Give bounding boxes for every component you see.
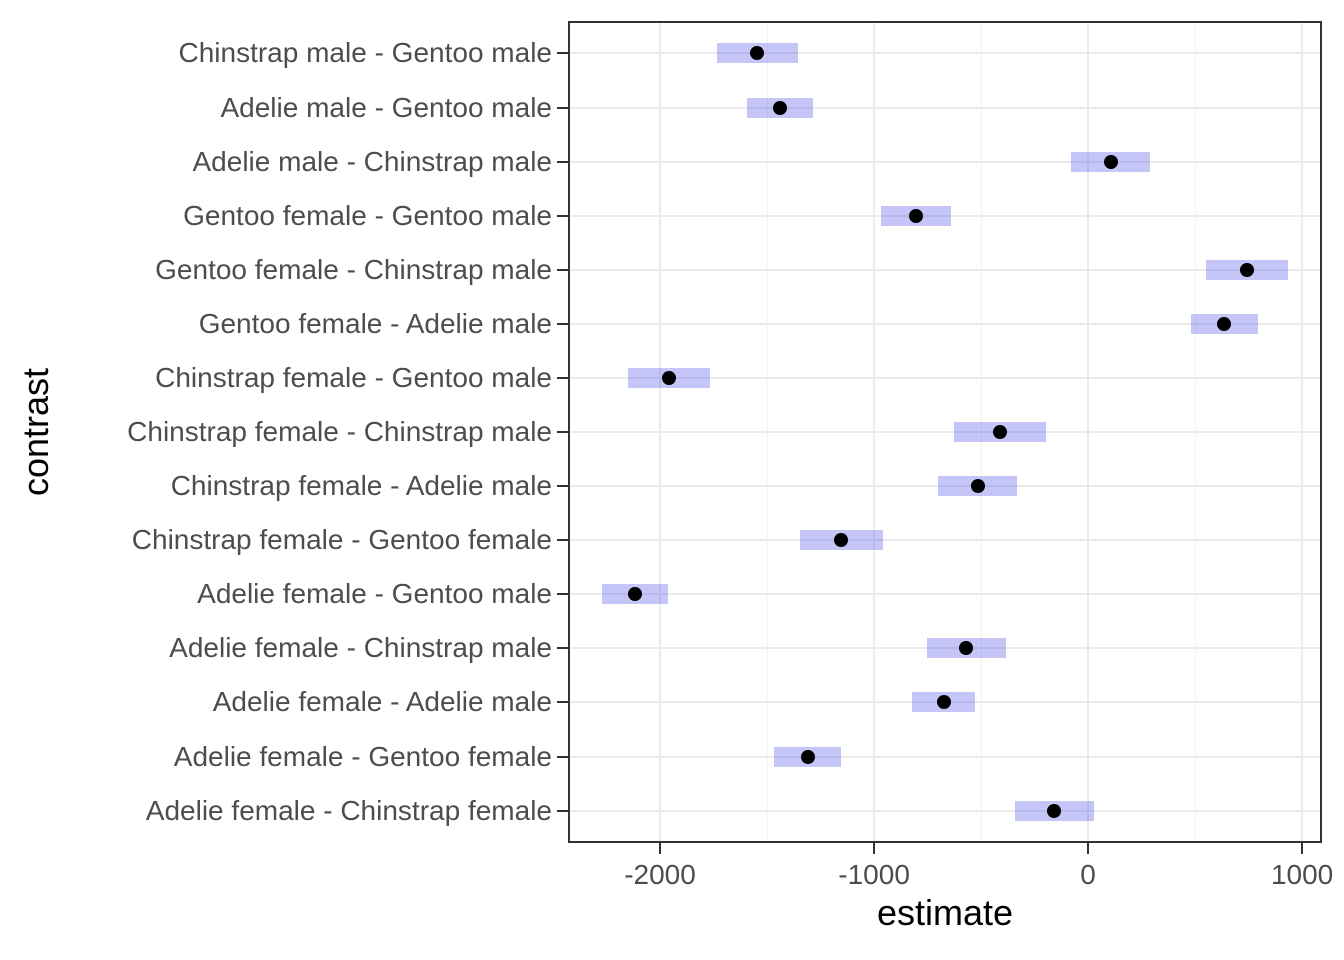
grid-major-y — [568, 160, 1322, 163]
point-estimate — [834, 533, 849, 548]
x-tick-label: 1000 — [1270, 859, 1334, 890]
y-tick-label: Chinstrap female - Adelie male — [170, 470, 552, 502]
grid-major-y — [568, 376, 1322, 379]
grid-major-y — [568, 755, 1322, 758]
point-estimate — [800, 749, 815, 764]
y-tick-label: Adelie female - Adelie male — [212, 686, 552, 718]
y-tick-label: Gentoo female - Gentoo male — [183, 199, 552, 231]
y-tick-mark — [557, 755, 568, 758]
point-estimate — [1239, 262, 1254, 277]
y-tick-mark — [557, 647, 568, 650]
y-tick-label: Gentoo female - Chinstrap male — [155, 253, 552, 285]
y-tick-label: Adelie female - Gentoo male — [197, 578, 552, 610]
grid-major-y — [568, 431, 1322, 433]
grid-major-x — [1301, 21, 1304, 843]
point-estimate — [1217, 316, 1232, 331]
grid-major-x — [1087, 21, 1090, 843]
y-tick-label: Chinstrap female - Chinstrap male — [127, 416, 552, 447]
grid-major-y — [568, 106, 1322, 109]
y-tick-label: Chinstrap male - Gentoo male — [178, 37, 552, 69]
y-tick-label: Chinstrap female - Gentoo female — [131, 524, 552, 556]
y-tick-mark — [557, 214, 568, 217]
y-tick-mark — [557, 431, 568, 433]
grid-major-y — [568, 268, 1322, 271]
point-estimate — [628, 587, 643, 602]
y-tick-label: Adelie female - Chinstrap female — [145, 794, 552, 826]
point-estimate — [1103, 154, 1118, 169]
y-tick-mark — [557, 52, 568, 55]
x-tick-label: 0 — [1080, 859, 1096, 890]
point-estimate — [936, 695, 951, 710]
y-tick-label: Adelie male - Chinstrap male — [192, 145, 553, 177]
grid-major-y — [568, 647, 1322, 650]
x-tick-mark — [1301, 843, 1304, 854]
y-tick-label: Adelie female - Gentoo female — [173, 740, 552, 772]
grid-major-y — [568, 52, 1322, 55]
y-tick-label: Chinstrap female - Gentoo male — [155, 361, 552, 393]
point-estimate — [1047, 803, 1062, 818]
point-estimate — [750, 46, 765, 61]
point-estimate — [970, 479, 985, 494]
y-tick-mark — [557, 376, 568, 379]
grid-major-y — [568, 593, 1322, 596]
y-tick-mark — [557, 160, 568, 163]
point-estimate — [908, 208, 923, 223]
y-tick-mark — [557, 322, 568, 325]
y-tick-mark — [557, 268, 568, 271]
grid-major-y — [568, 485, 1322, 488]
y-tick-mark — [557, 485, 568, 488]
y-tick-mark — [557, 539, 568, 542]
x-tick-mark — [873, 843, 876, 854]
grid-major-x — [873, 21, 876, 843]
grid-minor-x — [767, 21, 768, 843]
grid-major-y — [568, 539, 1322, 542]
x-tick-label: -1000 — [838, 859, 910, 890]
grid-major-y — [568, 214, 1322, 217]
point-estimate — [959, 641, 974, 656]
grid-major-x — [659, 21, 661, 843]
x-tick-mark — [659, 843, 661, 854]
y-axis-title: contrast — [15, 367, 56, 497]
y-tick-label: Adelie male - Gentoo male — [220, 91, 552, 123]
grid-minor-x — [1195, 21, 1197, 843]
y-tick-label: Gentoo female - Adelie male — [198, 307, 552, 339]
x-tick-mark — [1087, 843, 1090, 854]
x-tick-label: -2000 — [624, 859, 696, 890]
grid-major-y — [568, 322, 1322, 325]
y-tick-mark — [557, 106, 568, 109]
y-tick-mark — [557, 593, 568, 596]
grid-minor-x — [981, 21, 983, 843]
point-estimate — [662, 370, 676, 385]
y-tick-mark — [557, 809, 568, 812]
y-tick-label: Adelie female - Chinstrap male — [169, 632, 552, 664]
point-estimate — [992, 425, 1007, 439]
grid-major-y — [568, 809, 1322, 812]
point-estimate — [772, 100, 787, 115]
plot-panel — [568, 21, 1322, 843]
x-axis-title: estimate — [876, 892, 1014, 933]
y-tick-mark — [557, 701, 568, 704]
